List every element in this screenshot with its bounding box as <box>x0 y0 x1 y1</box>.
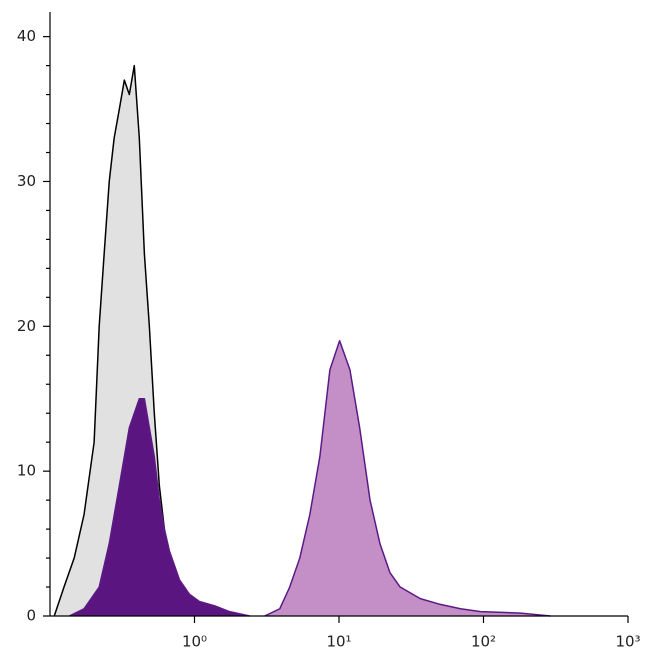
x-tick-label: 10¹ <box>326 633 351 651</box>
y-tick-label: 0 <box>26 607 36 625</box>
x-tick-label: 10³ <box>615 633 640 651</box>
histogram-outline <box>53 64 191 617</box>
histogram-area <box>69 398 250 616</box>
y-tick-label: 10 <box>17 462 36 480</box>
histogram-outline <box>68 397 250 617</box>
y-tick-label: 20 <box>17 317 36 335</box>
histogram-area <box>264 340 551 616</box>
x-tick-label: 10⁰ <box>182 633 207 651</box>
y-tick-label: 30 <box>17 172 36 190</box>
x-tick-label: 10² <box>471 633 496 651</box>
y-tick-label: 40 <box>17 27 36 45</box>
histogram-outline <box>264 340 551 617</box>
